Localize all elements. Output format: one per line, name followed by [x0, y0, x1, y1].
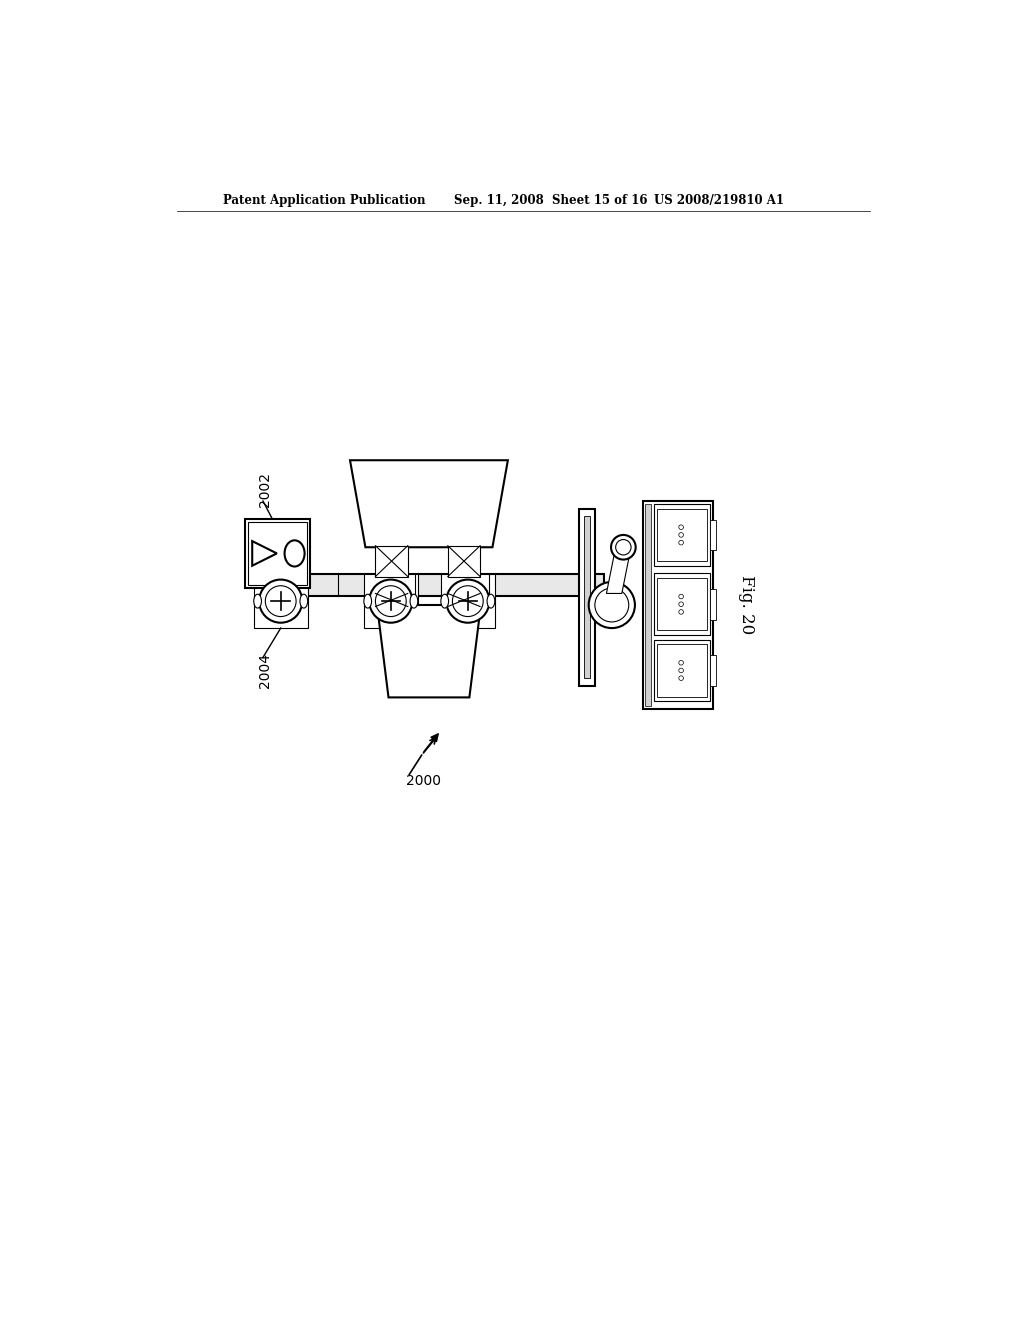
Bar [654, 640, 710, 701]
Circle shape [446, 579, 489, 623]
Circle shape [370, 579, 413, 623]
Bar [245, 519, 310, 589]
Text: Sep. 11, 2008  Sheet 15 of 16: Sep. 11, 2008 Sheet 15 of 16 [454, 194, 647, 207]
Text: 2000: 2000 [407, 774, 441, 788]
Bar [376, 545, 408, 577]
Bar [580, 508, 595, 686]
Bar [654, 573, 710, 635]
Circle shape [611, 535, 636, 560]
Ellipse shape [487, 594, 495, 609]
Circle shape [679, 540, 683, 545]
Bar [710, 655, 716, 686]
Text: US 2008/219810 A1: US 2008/219810 A1 [654, 194, 784, 207]
Bar [364, 574, 418, 628]
Bar [657, 508, 707, 561]
Circle shape [453, 586, 483, 616]
Circle shape [376, 586, 407, 616]
Bar [441, 574, 495, 628]
Bar [447, 594, 480, 607]
Bar [657, 644, 707, 697]
Circle shape [679, 676, 683, 681]
Bar [584, 516, 590, 678]
Circle shape [679, 668, 683, 673]
Text: 2004: 2004 [258, 653, 272, 688]
Bar [643, 502, 713, 709]
Polygon shape [252, 541, 276, 566]
Polygon shape [377, 605, 481, 697]
Bar [645, 504, 651, 706]
Circle shape [679, 660, 683, 665]
Bar [710, 520, 716, 550]
Bar [254, 574, 307, 628]
Text: 2002: 2002 [258, 473, 272, 507]
Circle shape [679, 525, 683, 529]
Text: Fig. 20: Fig. 20 [738, 576, 755, 635]
Ellipse shape [300, 594, 307, 609]
Circle shape [589, 582, 635, 628]
Circle shape [679, 610, 683, 614]
Circle shape [595, 589, 629, 622]
Polygon shape [606, 548, 631, 594]
Ellipse shape [364, 594, 372, 609]
Bar [654, 504, 710, 566]
Bar [447, 545, 480, 577]
Text: Patent Application Publication: Patent Application Publication [223, 194, 425, 207]
Bar [256, 574, 604, 595]
Circle shape [679, 594, 683, 599]
Bar [710, 589, 716, 619]
Bar [657, 578, 707, 631]
Bar [248, 521, 307, 585]
Circle shape [259, 579, 302, 623]
Polygon shape [350, 461, 508, 548]
Ellipse shape [410, 594, 418, 609]
Bar [376, 594, 408, 607]
Ellipse shape [285, 540, 304, 566]
Circle shape [265, 586, 296, 616]
Circle shape [679, 602, 683, 607]
Ellipse shape [254, 594, 261, 609]
Circle shape [679, 532, 683, 537]
Circle shape [615, 540, 631, 554]
Ellipse shape [441, 594, 449, 609]
